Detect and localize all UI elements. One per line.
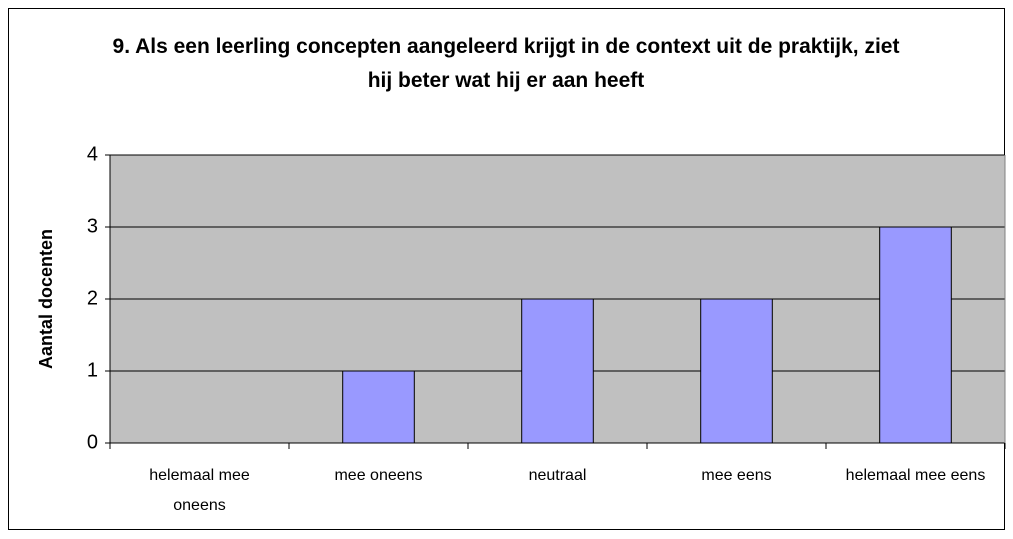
bar [342,370,415,444]
x-tick-label: helemaal mee oneens [149,467,250,514]
x-tick-label: neutraal [528,467,587,484]
chart-title: 9. Als een leerling concepten aangeleerd… [112,35,900,92]
x-tick-label: mee oneens [334,467,423,484]
bar [879,226,952,444]
y-tick-label: 2 [87,287,98,309]
x-tick-label: mee eens [701,467,772,484]
y-tick-label: 1 [87,359,98,381]
bar [700,298,773,444]
x-tick-label: helemaal mee eens [845,467,986,484]
y-tick-label: 4 [87,143,98,165]
bar [521,298,594,444]
y-tick-label: 3 [87,215,98,237]
y-axis-label: Aantal docenten [36,229,56,369]
y-tick-label: 0 [87,431,98,453]
